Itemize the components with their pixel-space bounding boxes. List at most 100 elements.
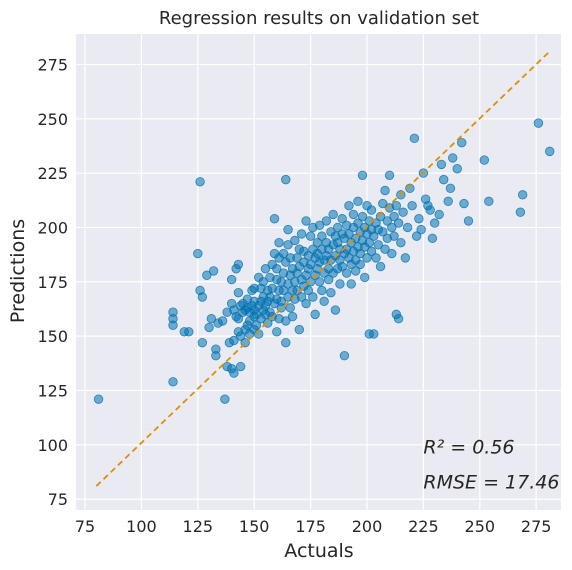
- scatter-point: [452, 164, 462, 174]
- scatter-point: [308, 292, 318, 302]
- scatter-point: [396, 237, 406, 248]
- scatter-point: [337, 261, 347, 272]
- x-tick-labels: 75 100 125 150 175 200 225 250 275: [75, 517, 552, 536]
- scatter-point: [287, 311, 298, 322]
- scatter-point: [366, 205, 377, 215]
- scatter-point: [197, 292, 208, 302]
- scatter-point: [323, 274, 334, 285]
- scatter-point: [357, 211, 368, 222]
- scatter-point: [389, 231, 399, 241]
- scatter-point: [208, 266, 219, 276]
- x-tick-label: 250: [465, 517, 496, 536]
- scatter-point: [405, 183, 415, 194]
- x-tick-label: 125: [183, 517, 214, 536]
- scatter-point: [305, 231, 316, 241]
- scatter-point: [443, 196, 453, 207]
- scatter-point: [274, 237, 284, 248]
- scatter-point: [364, 237, 374, 248]
- scatter-point: [348, 209, 359, 220]
- scatter-point: [290, 235, 300, 246]
- scatter-point: [272, 264, 282, 274]
- scatter-point: [193, 248, 203, 259]
- scatter-point: [457, 137, 467, 148]
- scatter-point: [402, 222, 413, 233]
- scatter-point: [425, 205, 435, 215]
- scatter-point: [393, 314, 404, 324]
- scatter-point: [93, 394, 104, 404]
- scatter-point: [346, 279, 356, 289]
- scatter-point: [328, 209, 338, 220]
- scatter-point: [369, 231, 379, 241]
- scatter-point: [235, 361, 246, 372]
- scatter-point: [233, 314, 244, 324]
- scatter-point: [301, 216, 311, 226]
- scatter-point: [310, 309, 320, 320]
- scatter-point: [319, 296, 329, 307]
- scatter-point: [296, 229, 307, 239]
- y-tick-label: 175: [37, 273, 68, 292]
- scatter-point: [380, 185, 390, 196]
- scatter-point: [258, 277, 268, 287]
- scatter-point: [233, 287, 244, 298]
- scatter-point: [369, 329, 379, 339]
- scatter-point: [229, 368, 239, 378]
- scatter-point: [335, 279, 345, 289]
- scatter-point: [204, 322, 214, 333]
- scatter-point: [312, 237, 323, 248]
- scatter-point: [393, 218, 404, 228]
- scatter-point: [184, 327, 194, 337]
- annotations: R² = 0.56 RMSE = 17.46: [423, 436, 559, 493]
- x-tick-label: 275: [521, 517, 552, 536]
- y-tick-label: 200: [37, 218, 68, 237]
- scatter-point: [220, 394, 230, 404]
- scatter-point: [545, 146, 555, 157]
- scatter-point: [411, 231, 422, 241]
- scatter-point: [321, 216, 332, 226]
- scatter-point: [317, 231, 327, 241]
- scatter-point: [398, 207, 408, 217]
- scatter-point: [317, 285, 327, 296]
- scatter-point: [438, 174, 449, 185]
- scatter-point: [448, 153, 458, 163]
- scatter-point: [202, 270, 212, 280]
- scatter-point: [380, 244, 390, 254]
- y-tick-label: 225: [37, 164, 68, 183]
- scatter-point: [278, 248, 289, 259]
- scatter-point: [409, 133, 420, 144]
- scatter-point: [351, 266, 361, 276]
- scatter-point: [314, 220, 325, 230]
- scatter-point: [168, 320, 178, 330]
- scatter-point: [337, 214, 347, 224]
- scatter-point: [263, 318, 273, 328]
- scatter-point: [226, 274, 237, 285]
- scatter-point: [206, 314, 217, 324]
- scatter-point: [281, 316, 291, 326]
- scatter-point: [387, 222, 397, 233]
- scatter-point: [229, 335, 239, 346]
- x-tick-label: 175: [295, 517, 326, 536]
- scatter-point: [260, 264, 271, 274]
- scatter-point: [294, 324, 305, 335]
- scatter-point: [515, 207, 526, 217]
- y-tick-label: 125: [37, 381, 68, 400]
- scatter-point: [353, 218, 363, 228]
- scatter-point: [407, 201, 417, 211]
- scatter-point: [341, 268, 352, 278]
- scatter-point: [378, 227, 388, 237]
- scatter-point: [533, 118, 544, 128]
- scatter-point: [195, 177, 205, 187]
- scatter-point: [517, 190, 528, 200]
- y-axis-title: Predictions: [7, 219, 29, 323]
- scatter-point: [326, 287, 336, 298]
- scatter-point: [285, 303, 296, 313]
- scatter-point: [305, 259, 316, 270]
- scatter-point: [272, 327, 282, 337]
- scatter-points: [93, 118, 555, 404]
- metric-annotation: R² = 0.56: [423, 436, 514, 458]
- reference-line: [95, 50, 551, 487]
- scatter-point: [339, 350, 350, 361]
- scatter-point: [414, 214, 424, 224]
- scatter-point: [384, 170, 395, 180]
- scatter-point: [269, 214, 280, 224]
